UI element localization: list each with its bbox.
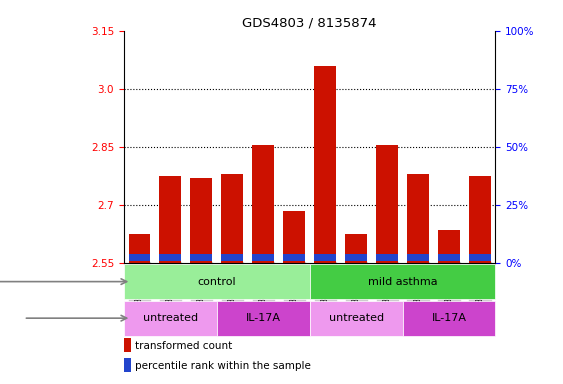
Bar bbox=[124, 338, 131, 353]
Bar bbox=[345, 234, 367, 263]
Text: IL-17A: IL-17A bbox=[245, 313, 281, 323]
Bar bbox=[314, 255, 336, 262]
Text: untreated: untreated bbox=[143, 313, 198, 323]
Bar bbox=[252, 145, 274, 263]
Bar bbox=[124, 301, 217, 336]
Bar bbox=[217, 301, 310, 336]
Bar bbox=[283, 255, 305, 262]
Bar bbox=[310, 301, 403, 336]
Bar bbox=[128, 234, 150, 263]
Bar bbox=[403, 301, 495, 336]
Bar bbox=[124, 264, 310, 299]
Bar bbox=[221, 255, 243, 262]
Bar bbox=[438, 230, 460, 263]
Text: untreated: untreated bbox=[329, 313, 383, 323]
Bar bbox=[310, 264, 495, 299]
Bar bbox=[469, 176, 491, 263]
Bar bbox=[376, 255, 398, 262]
Bar bbox=[221, 174, 243, 263]
Bar bbox=[252, 255, 274, 262]
Bar bbox=[124, 358, 131, 372]
Text: mild asthma: mild asthma bbox=[368, 276, 437, 286]
Text: transformed count: transformed count bbox=[135, 341, 233, 351]
Bar bbox=[376, 145, 398, 263]
Bar bbox=[128, 255, 150, 262]
Bar bbox=[190, 255, 212, 262]
Text: percentile rank within the sample: percentile rank within the sample bbox=[135, 361, 311, 371]
Bar bbox=[283, 211, 305, 263]
Bar bbox=[438, 255, 460, 262]
Text: control: control bbox=[198, 276, 236, 286]
Bar bbox=[407, 255, 429, 262]
Bar bbox=[469, 255, 491, 262]
Bar bbox=[190, 178, 212, 263]
Bar bbox=[345, 255, 367, 262]
Bar bbox=[407, 174, 429, 263]
Bar bbox=[314, 66, 336, 263]
Text: IL-17A: IL-17A bbox=[431, 313, 467, 323]
Bar bbox=[159, 176, 181, 263]
Title: GDS4803 / 8135874: GDS4803 / 8135874 bbox=[243, 17, 377, 30]
Bar bbox=[159, 255, 181, 262]
